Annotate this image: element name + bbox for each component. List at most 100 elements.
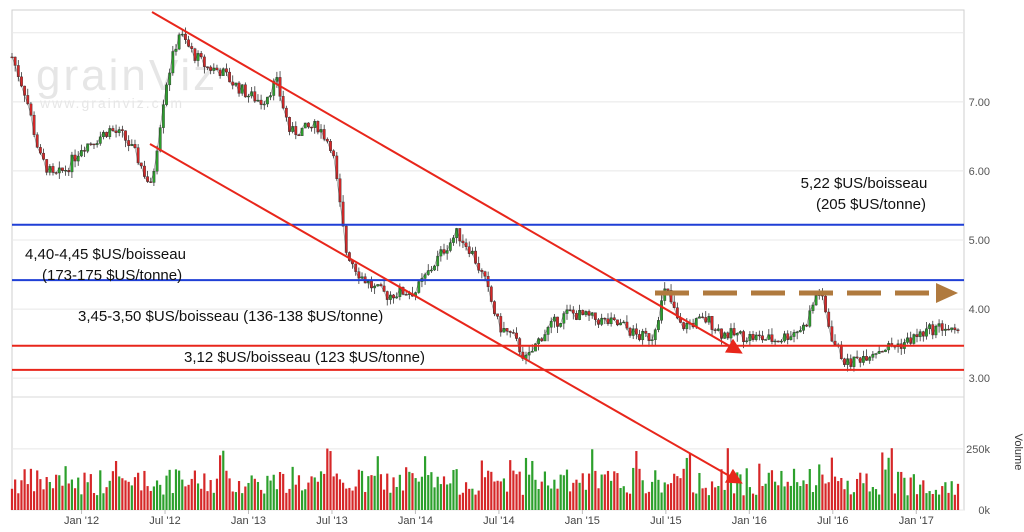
- candle-body: [814, 295, 818, 306]
- volume-bar: [657, 479, 660, 510]
- volume-bar: [726, 448, 729, 510]
- volume-bar: [947, 492, 950, 510]
- volume-tick-label: 250k: [966, 444, 990, 456]
- candle-body: [266, 96, 269, 105]
- volume-bar: [326, 448, 329, 510]
- candle-body: [653, 329, 657, 340]
- volume-bar: [483, 477, 487, 510]
- volume-bar: [253, 478, 256, 510]
- candle-body: [710, 315, 714, 330]
- candle-body: [168, 72, 172, 86]
- candle-body: [934, 326, 938, 336]
- volume-bar: [673, 473, 676, 510]
- candle-body: [344, 225, 348, 253]
- volume-bar: [581, 473, 584, 510]
- volume-bar: [575, 479, 578, 510]
- x-tick-label: Jul '12: [149, 515, 180, 527]
- candle-body: [493, 301, 496, 315]
- candle-body: [489, 286, 493, 302]
- candle-body: [70, 154, 74, 173]
- volume-bar: [509, 460, 512, 510]
- volume-bar: [644, 493, 647, 510]
- volume-bar: [723, 489, 726, 510]
- volume-bar: [505, 491, 509, 510]
- volume-bar: [269, 480, 272, 510]
- candle-body: [35, 134, 39, 148]
- volume-bar: [767, 472, 770, 510]
- volume-bar: [493, 481, 496, 510]
- volume-bar: [58, 475, 61, 510]
- candle-body: [382, 285, 386, 292]
- volume-bar: [600, 474, 603, 510]
- price-tick-label: 7.00: [969, 97, 990, 109]
- volume-bar: [316, 481, 319, 510]
- volume-bar: [430, 472, 433, 510]
- volume-bar: [729, 476, 733, 510]
- volume-bar: [796, 482, 799, 510]
- volume-bar: [518, 471, 521, 510]
- volume-bar: [616, 473, 619, 510]
- volume-bar: [376, 456, 379, 510]
- volume-bar: [777, 485, 780, 510]
- volume-bar: [77, 477, 80, 510]
- volume-bar: [55, 474, 58, 510]
- volume-bar: [714, 487, 717, 510]
- volume-bar: [114, 461, 118, 510]
- volume-bar: [471, 488, 474, 510]
- volume-bar: [859, 472, 862, 510]
- volume-bars: [10, 448, 960, 510]
- x-tick-label: Jul '13: [316, 515, 347, 527]
- candle-body: [51, 166, 55, 173]
- volume-bar: [786, 481, 789, 510]
- volume-bar: [162, 494, 165, 510]
- volume-bar: [808, 469, 811, 510]
- candle-body: [184, 33, 187, 41]
- volume-bar: [925, 493, 928, 510]
- volume-bar: [487, 470, 490, 510]
- volume-bar: [941, 486, 944, 510]
- level-label-442-b: (173-175 $US/tonne): [42, 267, 182, 284]
- volume-bar: [651, 481, 654, 510]
- candle-body: [827, 311, 831, 327]
- candle-body: [23, 85, 27, 96]
- level-label-522-a: 5,22 $US/boisseau: [801, 175, 928, 192]
- volume-bar: [86, 482, 89, 510]
- candle-body: [824, 295, 827, 313]
- candle-body: [634, 328, 638, 335]
- volume-bar: [360, 470, 364, 510]
- volume-bar: [679, 478, 682, 510]
- volume-bar: [647, 491, 651, 510]
- volume-bar: [956, 483, 960, 510]
- sideways-arrow: [655, 283, 958, 303]
- volume-bar: [610, 480, 613, 510]
- volume-bar: [521, 494, 524, 510]
- volume-bar: [319, 471, 323, 510]
- candle-body: [925, 328, 928, 337]
- volume-bar: [550, 488, 553, 510]
- volume-bar: [401, 490, 405, 510]
- price-tick-label: 6.00: [969, 166, 990, 178]
- volume-bar: [351, 490, 354, 510]
- volume-bar: [528, 474, 531, 510]
- candle-body: [26, 95, 30, 105]
- volume-bar: [922, 480, 925, 510]
- candle-body: [912, 334, 916, 344]
- volume-bar: [26, 484, 29, 510]
- volume-bar: [733, 493, 736, 510]
- volume-bar: [569, 491, 572, 510]
- volume-bar: [45, 477, 48, 510]
- volume-bar: [452, 469, 455, 510]
- volume-bar: [792, 468, 796, 510]
- volume-bar: [266, 475, 269, 510]
- candle-body: [641, 330, 645, 341]
- volume-bar: [628, 493, 632, 510]
- volume-bar: [477, 490, 480, 510]
- volume-bar: [461, 492, 465, 510]
- volume-bar: [789, 485, 792, 510]
- x-tick-label: Jan '17: [899, 515, 934, 527]
- volume-bar: [840, 477, 843, 510]
- volume-bar: [458, 494, 461, 510]
- candle-body: [161, 104, 165, 128]
- candle-body: [458, 228, 462, 242]
- volume-bar: [906, 495, 909, 510]
